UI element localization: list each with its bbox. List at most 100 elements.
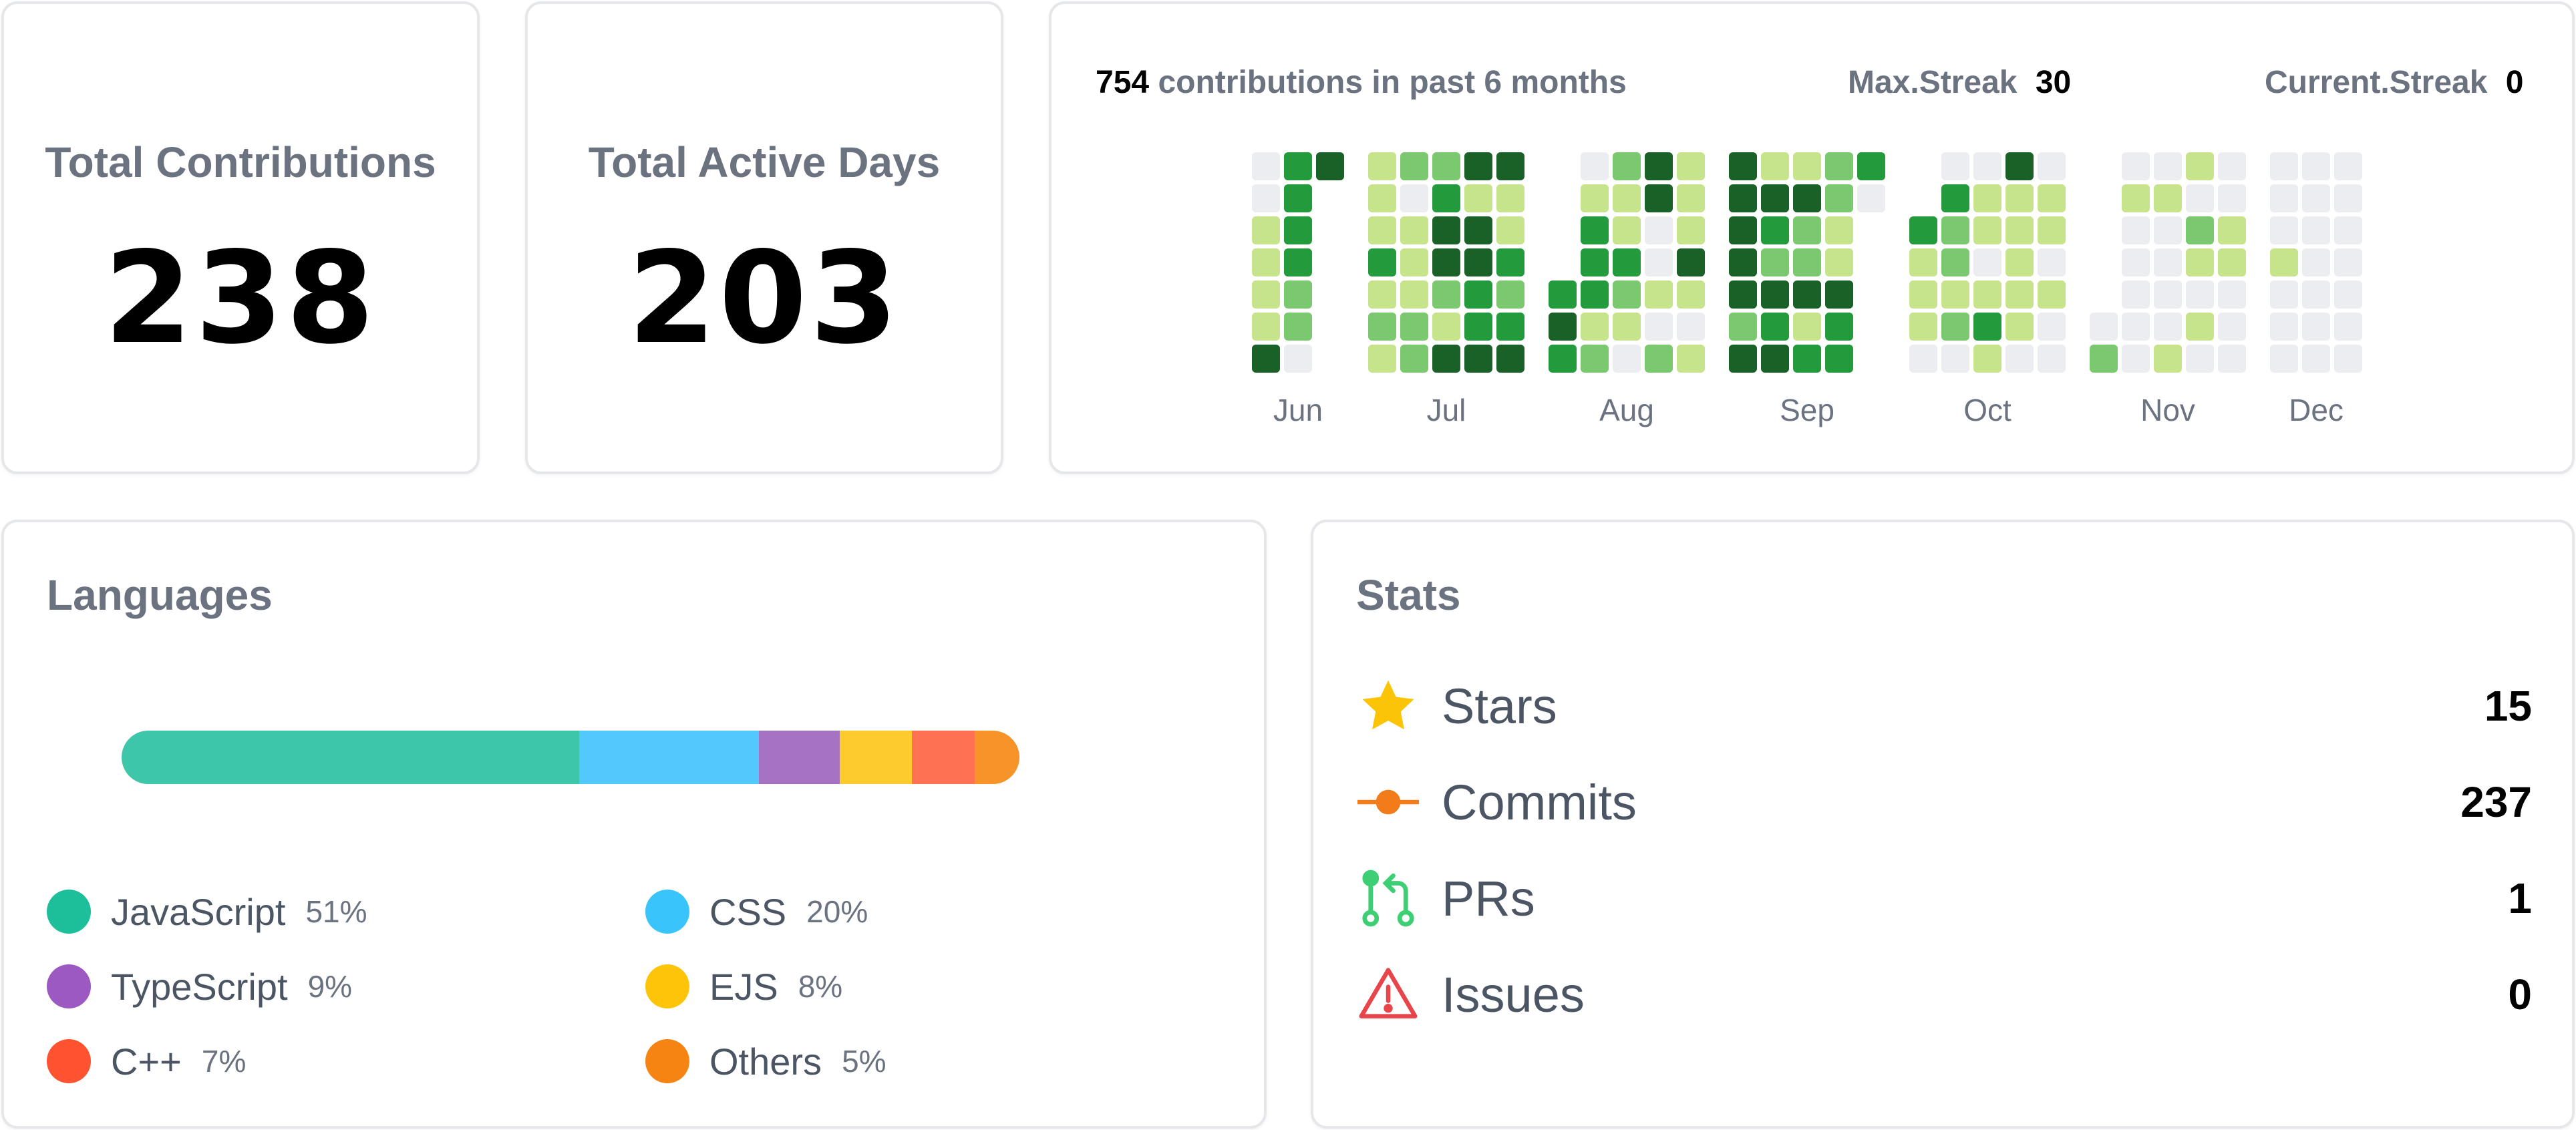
heatmap-cell [2302, 280, 2330, 309]
heatmap-cell [1432, 248, 1460, 276]
heatmap-cell [1677, 152, 1705, 180]
languages-bar [122, 731, 1019, 784]
heatmap-cell [2090, 313, 2118, 341]
heatmap-cell [1825, 216, 1853, 244]
heatmap-cell [2186, 152, 2214, 180]
heatmap-cell [1368, 152, 1396, 180]
contributions-text: contributions in past 6 months [1158, 65, 1627, 100]
heatmap-cell [2334, 345, 2362, 373]
heatmap-cell [1825, 280, 1853, 309]
heatmap-cell [1613, 184, 1641, 212]
heatmap-cell [1645, 152, 1673, 180]
heatmap-cell [2154, 216, 2182, 244]
heatmap-cell [1284, 345, 1312, 373]
heatmap-cell [2038, 216, 2066, 244]
heatmap-cell [2122, 216, 2150, 244]
stat-value: 15 [2484, 682, 2532, 730]
heatmap-cell [1793, 313, 1821, 341]
month-label-jul: Jul [1427, 393, 1466, 427]
stat-value: 0 [2508, 970, 2532, 1018]
language-legend-item: JavaScript 51% [47, 888, 367, 935]
language-percent: 51% [305, 894, 367, 929]
total-contributions-card: Total Contributions 238 [1, 1, 480, 474]
heatmap-cell [1284, 313, 1312, 341]
heatmap-cell [1677, 345, 1705, 373]
language-bar-segment-others [974, 731, 1019, 784]
stat-row-stars: Stars 15 [1356, 669, 2532, 743]
heatmap-cell [1496, 216, 1524, 244]
heatmap-cell [2122, 280, 2150, 309]
heatmap-cell [2122, 313, 2150, 341]
heatmap-cell [2334, 152, 2362, 180]
heatmap-cell [2218, 280, 2246, 309]
heatmap-cell [2270, 216, 2298, 244]
heatmap-cell [2270, 152, 2298, 180]
heatmap-cell [1825, 313, 1853, 341]
heatmap-cell [1645, 345, 1673, 373]
heatmap-cell [2122, 345, 2150, 373]
heatmap-cell [1645, 313, 1673, 341]
heatmap-cell [1284, 248, 1312, 276]
heatmap-cell [2302, 345, 2330, 373]
stat-label: PRs [1442, 870, 1535, 926]
heatmap-cell [1464, 313, 1492, 341]
heatmap-cell [2270, 345, 2298, 373]
language-bar-segment-javascript [122, 731, 580, 784]
heatmap-cell [1252, 184, 1280, 212]
heatmap-cell [1581, 345, 1609, 373]
heatmap-cell [1645, 184, 1673, 212]
heatmap-cell [2302, 184, 2330, 212]
heatmap-cell [2122, 184, 2150, 212]
heatmap-cell [2186, 313, 2214, 341]
heatmap-cell [1464, 248, 1492, 276]
heatmap-cell [1973, 248, 2001, 276]
contributions-summary: 754 contributions in past 6 months [1096, 64, 1627, 101]
pull-request-icon [1356, 866, 1420, 930]
heatmap-cell [1909, 248, 1937, 276]
heatmap-cell [1581, 216, 1609, 244]
heatmap-cell [1496, 184, 1524, 212]
heatmap-cell [2302, 313, 2330, 341]
heatmap-cell [2186, 248, 2214, 276]
heatmap-cell [2154, 313, 2182, 341]
stat-label: Stars [1442, 678, 1557, 734]
heatmap-cell [1973, 152, 2001, 180]
heatmap-cell [1368, 345, 1396, 373]
heatmap-cell [2038, 345, 2066, 373]
stat-row-prs: PRs 1 [1356, 862, 2532, 935]
heatmap-cell [1432, 152, 1460, 180]
heatmap-cell [1973, 184, 2001, 212]
heatmap-cell [1432, 280, 1460, 309]
language-bar-segment-ejs [840, 731, 912, 784]
heatmap-cell [1613, 152, 1641, 180]
heatmap-cell [2186, 345, 2214, 373]
heatmap-cell [1761, 248, 1789, 276]
heatmap-cell [2334, 313, 2362, 341]
language-percent: 9% [307, 969, 353, 1004]
heatmap-cell [1284, 184, 1312, 212]
language-color-dot [645, 890, 689, 934]
heatmap-cell [1857, 152, 1885, 180]
heatmap-cell [2218, 152, 2246, 180]
heatmap-cell [1729, 313, 1757, 341]
heatmap-cell [2005, 184, 2034, 212]
heatmap-cell [1284, 280, 1312, 309]
heatmap-cell [1252, 280, 1280, 309]
heatmap-cell [1316, 152, 1344, 180]
heatmap-cell [2270, 280, 2298, 309]
language-name: Others [709, 1040, 822, 1083]
language-color-dot [645, 1039, 689, 1083]
heatmap-cell [1645, 216, 1673, 244]
heatmap-cell [1496, 152, 1524, 180]
language-legend-item: TypeScript 9% [47, 963, 352, 1010]
heatmap-cell [1729, 248, 1757, 276]
language-name: JavaScript [111, 890, 286, 933]
heatmap-cell [1368, 184, 1396, 212]
heatmap-cell [1252, 216, 1280, 244]
heatmap-cell [1368, 216, 1396, 244]
heatmap-cell [2005, 216, 2034, 244]
language-percent: 5% [842, 1044, 887, 1079]
heatmap-cell [1793, 152, 1821, 180]
heatmap-cell [1825, 345, 1853, 373]
month-label-dec: Dec [2289, 393, 2344, 427]
